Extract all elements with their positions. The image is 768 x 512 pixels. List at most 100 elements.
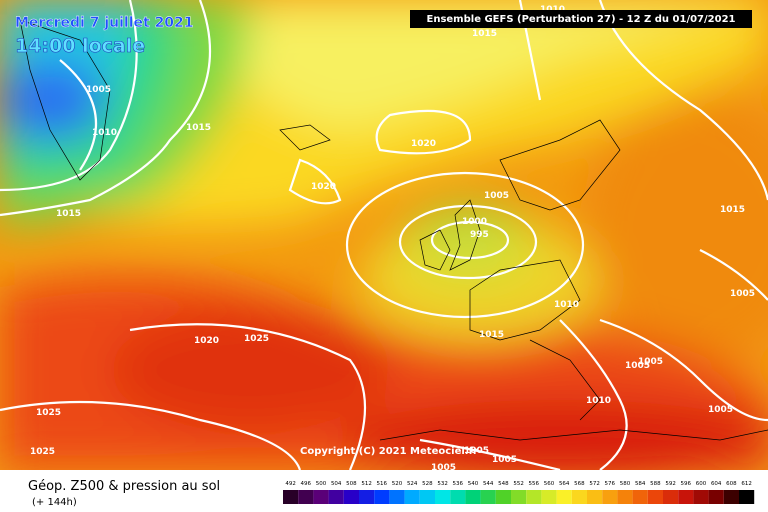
isobar-label: 1000 — [462, 217, 487, 227]
scale-swatch — [617, 490, 633, 504]
scale-swatch — [678, 490, 694, 504]
local-time: 14:00 locale — [15, 35, 145, 57]
isobar-label: 1015 — [472, 29, 497, 39]
isobar-label: 1025 — [244, 334, 269, 344]
isobar-label: 1005 — [708, 405, 733, 415]
isobar-label: 1005 — [638, 357, 663, 367]
scale-label: 492 — [285, 481, 296, 487]
scale-label: 500 — [316, 481, 327, 487]
scale-swatch — [541, 490, 557, 504]
date: Mercredi 7 juillet 2021 — [15, 15, 194, 31]
isobar-label: 1020 — [311, 182, 336, 192]
scale-swatch — [450, 490, 466, 504]
footer-title: Géop. Z500 & pression au sol — [28, 479, 220, 494]
isobar-label: 1020 — [194, 336, 219, 346]
run-info: Ensemble GEFS (Perturbation 27) - 12 Z d… — [427, 14, 736, 25]
scale-label: 540 — [468, 481, 479, 487]
scale-label: 508 — [346, 481, 357, 487]
scale-label: 608 — [726, 481, 737, 487]
scale-swatch — [404, 490, 420, 504]
scale-label: 576 — [605, 481, 616, 487]
scale-swatch — [526, 490, 542, 504]
isobar-label: 1020 — [411, 139, 436, 149]
scale-swatch — [359, 490, 375, 504]
scale-label: 528 — [422, 481, 433, 487]
isobar-label: 995 — [470, 230, 489, 240]
scale-label: 516 — [377, 481, 388, 487]
scale-label: 568 — [574, 481, 585, 487]
isobar-label: 1005 — [431, 463, 456, 473]
scale-swatch — [693, 490, 709, 504]
scale-label: 600 — [696, 481, 707, 487]
scale-label: 496 — [301, 481, 312, 487]
isobar-label: 1005 — [86, 85, 111, 95]
scale-swatch — [480, 490, 496, 504]
isobar-label: 1015 — [479, 330, 504, 340]
scale-label: 556 — [529, 481, 540, 487]
isobars — [0, 0, 768, 470]
scale-swatch — [708, 490, 724, 504]
copyright: Copyright (C) 2021 Meteociel.fr — [300, 446, 478, 457]
isobar-label: 1010 — [586, 396, 611, 406]
isobar-label: 1005 — [464, 446, 489, 456]
scale-swatch — [556, 490, 572, 504]
isobar-label: 1010 — [554, 300, 579, 310]
scale-swatch — [313, 490, 329, 504]
scale-swatch — [663, 490, 679, 504]
scale-label: 596 — [681, 481, 692, 487]
scale-swatch — [465, 490, 481, 504]
isobar-label: 1005 — [492, 455, 517, 465]
scale-swatch — [495, 490, 511, 504]
scale-label: 512 — [361, 481, 372, 487]
isobar-label: 1010 — [92, 128, 117, 138]
scale-label: 604 — [711, 481, 722, 487]
scale-swatch — [739, 490, 755, 504]
isobar-label: 1005 — [625, 361, 650, 371]
scale-swatch — [587, 490, 603, 504]
scale-label: 520 — [392, 481, 403, 487]
scale-label: 544 — [483, 481, 494, 487]
scale-label: 536 — [453, 481, 464, 487]
scale-swatch — [419, 490, 435, 504]
scale-swatch — [374, 490, 390, 504]
scale-swatch — [571, 490, 587, 504]
scale-swatch — [283, 490, 299, 504]
scale-swatch — [723, 490, 739, 504]
scale-label: 612 — [741, 481, 752, 487]
scale-swatch — [298, 490, 314, 504]
run-box — [410, 10, 752, 28]
scale-swatch — [632, 490, 648, 504]
isobar-label: 1015 — [720, 205, 745, 215]
scale-swatch — [511, 490, 527, 504]
scale-swatch — [435, 490, 451, 504]
scale-label: 564 — [559, 481, 570, 487]
scale-label: 572 — [589, 481, 600, 487]
scale-swatch — [647, 490, 663, 504]
scale-swatch — [602, 490, 618, 504]
scale-label: 592 — [665, 481, 676, 487]
color-scale: 492 496 500 504 508 512 516 520 524 528 532 536 540 5… — [283, 481, 755, 504]
isobar-label: 1025 — [36, 408, 61, 418]
isobar-label: 1025 — [30, 447, 55, 457]
isobar-label: 1015 — [56, 209, 81, 219]
coastlines — [19, 19, 768, 441]
lead-time: (+ 144h) — [32, 497, 77, 508]
isobar-label: 1015 — [186, 123, 211, 133]
scale-label: 588 — [650, 481, 661, 487]
isobar-label: 1005 — [484, 191, 509, 201]
scale-label: 560 — [544, 481, 555, 487]
scale-swatch — [328, 490, 344, 504]
scale-swatch — [389, 490, 405, 504]
scale-label: 524 — [407, 481, 418, 487]
scale-label: 580 — [620, 481, 631, 487]
scale-swatch — [343, 490, 359, 504]
scale-label: 552 — [513, 481, 524, 487]
scale-label: 504 — [331, 481, 342, 487]
scale-label: 584 — [635, 481, 646, 487]
scale-label: 548 — [498, 481, 509, 487]
scale-label: 532 — [437, 481, 448, 487]
field: 1015 1005 1010 1015 1020 1020 1005 1015 1015 1000… — [0, 0, 768, 473]
isobar-label: 1005 — [730, 289, 755, 299]
